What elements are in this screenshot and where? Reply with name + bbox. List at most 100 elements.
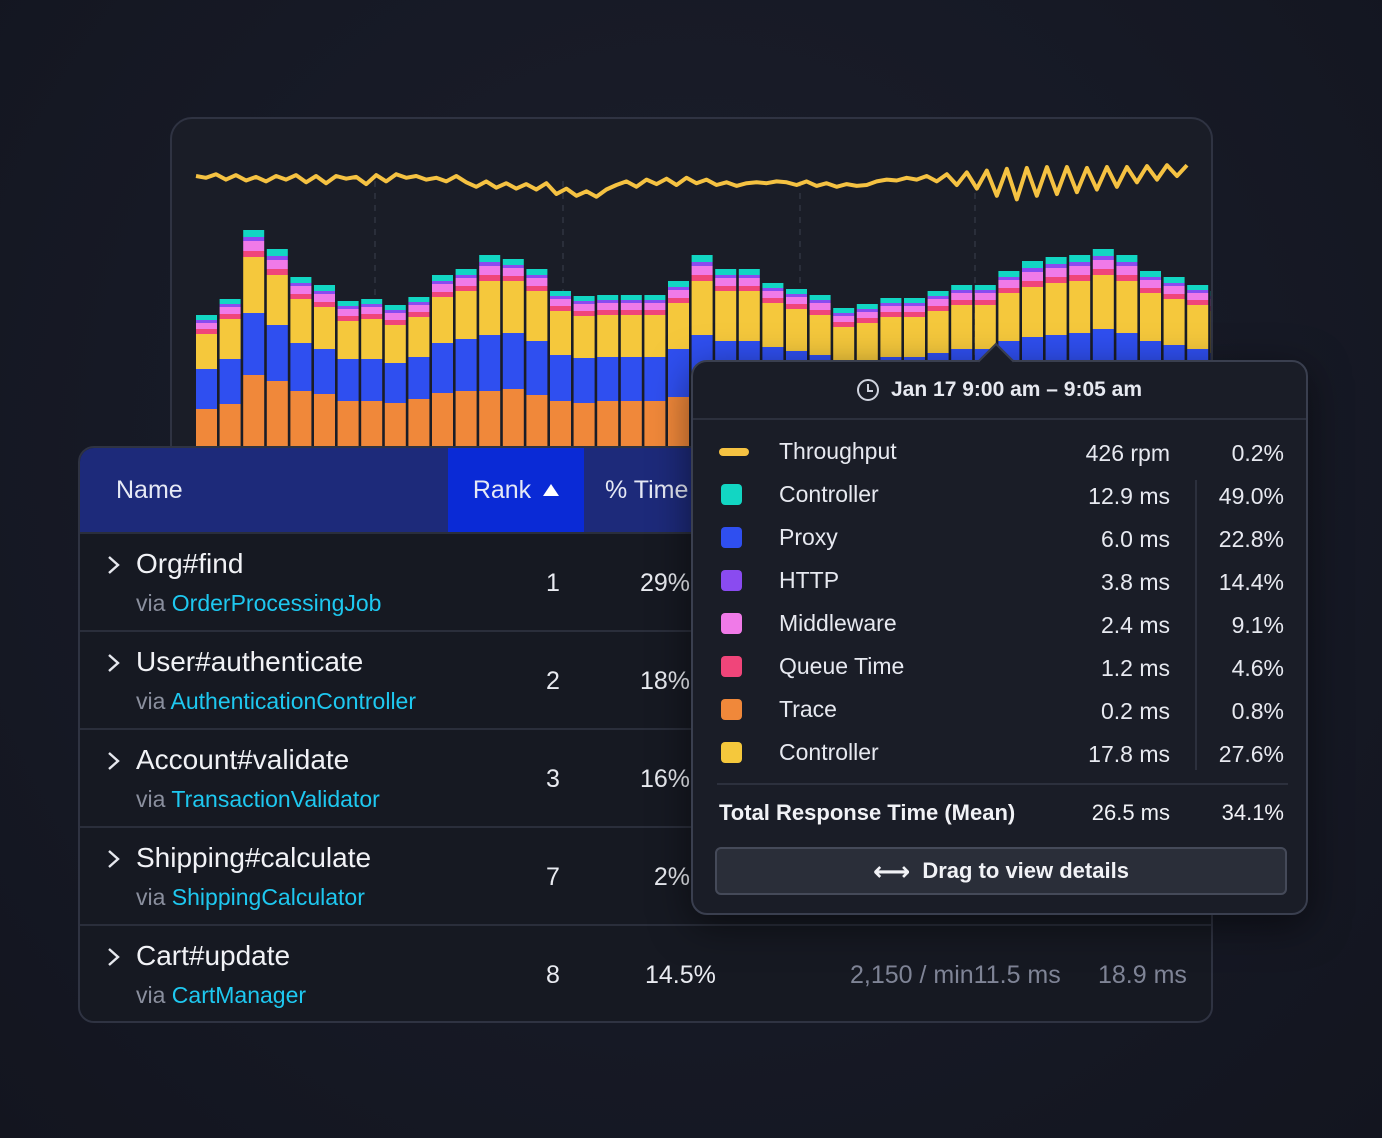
bar-segment[interactable] — [856, 318, 878, 323]
bar-segment[interactable] — [715, 275, 737, 278]
bar-segment[interactable] — [1116, 275, 1138, 281]
bar-segment[interactable] — [219, 299, 241, 304]
bar-segment[interactable] — [337, 321, 359, 359]
bar-segment[interactable] — [998, 280, 1020, 288]
bar-segment[interactable] — [644, 303, 666, 310]
column-header-time[interactable]: % Time — [605, 476, 689, 504]
bar-segment[interactable] — [1210, 311, 1213, 353]
bar-segment[interactable] — [644, 315, 666, 357]
bar-segment[interactable] — [762, 298, 784, 303]
bar-segment[interactable] — [314, 307, 335, 349]
bar-segment[interactable] — [408, 305, 430, 312]
bar-segment[interactable] — [927, 299, 949, 306]
bar-segment[interactable] — [408, 312, 430, 317]
bar-segment[interactable] — [691, 255, 713, 262]
transaction-name[interactable]: Account#validate — [136, 744, 350, 775]
bar-segment[interactable] — [502, 333, 524, 389]
bar-segment[interactable] — [479, 275, 501, 281]
bar-segment[interactable] — [644, 401, 666, 449]
bar-segment[interactable] — [809, 315, 831, 355]
source-link[interactable]: AuthenticationController — [170, 688, 417, 714]
bar-segment[interactable] — [290, 343, 312, 391]
bar-segment[interactable] — [290, 283, 312, 286]
bar-segment[interactable] — [550, 355, 571, 401]
transaction-name[interactable]: Shipping#calculate — [136, 842, 372, 873]
bar-segment[interactable] — [479, 266, 501, 275]
bar-segment[interactable] — [266, 275, 288, 325]
bar-segment[interactable] — [408, 317, 430, 357]
bar-segment[interactable] — [1069, 266, 1091, 275]
bar-segment[interactable] — [1069, 255, 1091, 262]
bar-segment[interactable] — [219, 304, 241, 307]
bar-segment[interactable] — [1210, 296, 1213, 299]
bar-segment[interactable] — [361, 307, 383, 314]
bar-segment[interactable] — [1187, 290, 1209, 293]
source-link[interactable]: ShippingCalculator — [171, 884, 365, 910]
bar-segment[interactable] — [290, 294, 312, 299]
bar-segment[interactable] — [266, 269, 288, 275]
bar-segment[interactable] — [620, 310, 642, 315]
bar-segment[interactable] — [526, 291, 548, 341]
bar-segment[interactable] — [904, 298, 925, 303]
bar-segment[interactable] — [951, 305, 973, 349]
bar-segment[interactable] — [408, 399, 430, 449]
bar-segment[interactable] — [432, 343, 453, 393]
bar-segment[interactable] — [927, 311, 949, 353]
bar-segment[interactable] — [432, 275, 453, 281]
bar-segment[interactable] — [738, 286, 760, 291]
bar-segment[interactable] — [1163, 294, 1185, 299]
bar-segment[interactable] — [998, 293, 1020, 341]
bar-segment[interactable] — [974, 285, 996, 290]
bar-segment[interactable] — [715, 269, 737, 275]
bar-segment[interactable] — [998, 288, 1020, 293]
bar-segment[interactable] — [691, 262, 713, 266]
bar-segment[interactable] — [927, 296, 949, 299]
bar-segment[interactable] — [597, 300, 619, 303]
bar-segment[interactable] — [668, 303, 689, 349]
bar-segment[interactable] — [762, 283, 784, 288]
bar-segment[interactable] — [243, 230, 265, 237]
bar-segment[interactable] — [361, 299, 383, 304]
bar-segment[interactable] — [1092, 275, 1114, 329]
bar-segment[interactable] — [620, 300, 642, 303]
bar-segment[interactable] — [384, 313, 406, 320]
bar-segment[interactable] — [219, 359, 241, 404]
bar-segment[interactable] — [597, 303, 619, 310]
bar-segment[interactable] — [550, 311, 571, 355]
bar-segment[interactable] — [550, 299, 571, 306]
bar-segment[interactable] — [502, 268, 524, 276]
bar-segment[interactable] — [243, 251, 265, 257]
bar-segment[interactable] — [1092, 256, 1114, 260]
bar-segment[interactable] — [337, 359, 359, 401]
bar-segment[interactable] — [1069, 275, 1091, 281]
bar-segment[interactable] — [1045, 268, 1067, 277]
bar-segment[interactable] — [455, 275, 477, 278]
bar-segment[interactable] — [620, 401, 642, 449]
bar-segment[interactable] — [384, 363, 406, 403]
bar-segment[interactable] — [573, 311, 595, 316]
bar-segment[interactable] — [974, 300, 996, 305]
bar-segment[interactable] — [243, 313, 265, 375]
bar-segment[interactable] — [1116, 281, 1138, 333]
bar-segment[interactable] — [266, 249, 288, 256]
bar-segment[interactable] — [290, 391, 312, 449]
bar-segment[interactable] — [408, 357, 430, 399]
bar-segment[interactable] — [668, 298, 689, 303]
bar-segment[interactable] — [502, 281, 524, 333]
bar-segment[interactable] — [644, 295, 666, 300]
bar-segment[interactable] — [573, 301, 595, 304]
bar-segment[interactable] — [856, 323, 878, 361]
source-link[interactable]: CartManager — [171, 982, 307, 1008]
source-link[interactable]: OrderProcessingJob — [171, 590, 382, 616]
bar-segment[interactable] — [290, 286, 312, 294]
bar-segment[interactable] — [384, 310, 406, 313]
bar-segment[interactable] — [479, 281, 501, 335]
bar-segment[interactable] — [668, 281, 689, 287]
bar-segment[interactable] — [1210, 291, 1213, 296]
bar-segment[interactable] — [786, 309, 807, 351]
bar-segment[interactable] — [502, 265, 524, 268]
bar-segment[interactable] — [597, 401, 619, 449]
bar-segment[interactable] — [1092, 249, 1114, 256]
bar-segment[interactable] — [361, 304, 383, 307]
bar-segment[interactable] — [526, 286, 548, 291]
